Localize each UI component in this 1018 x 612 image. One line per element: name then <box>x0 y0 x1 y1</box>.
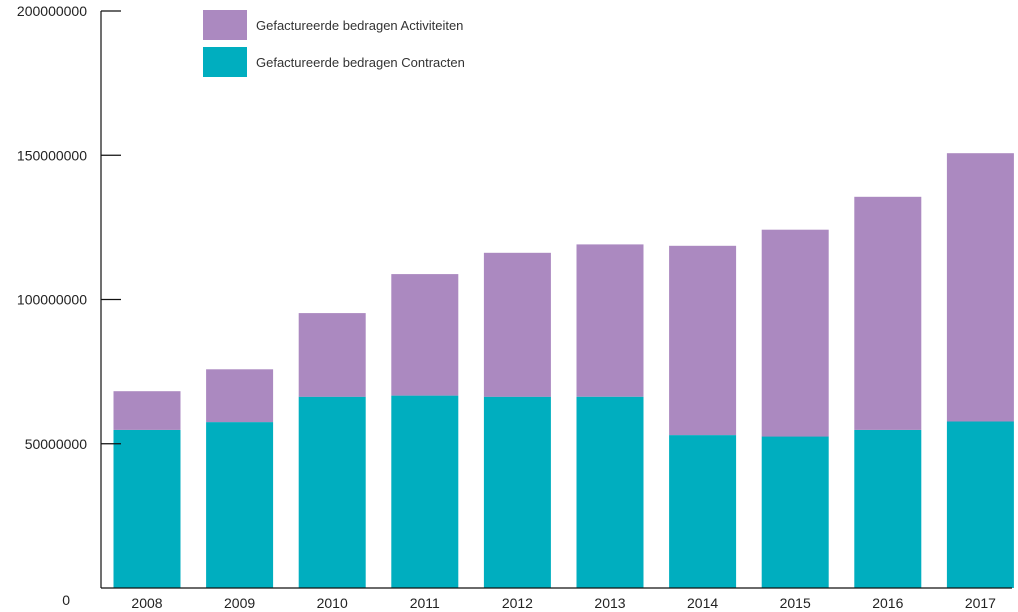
x-tick-label-2008: 2008 <box>131 595 162 611</box>
legend: Gefactureerde bedragen Activiteiten Gefa… <box>203 10 465 77</box>
bar-activiteiten-2014 <box>669 245 737 436</box>
legend-label-activiteiten: Gefactureerde bedragen Activiteiten <box>256 18 463 33</box>
legend-item-activiteiten: Gefactureerde bedragen Activiteiten <box>203 10 463 40</box>
y-tick-label-0: 0 <box>62 592 70 608</box>
bar-activiteiten-2015 <box>761 229 829 437</box>
bar-activiteiten-2017 <box>946 153 1014 422</box>
bar-contracten-2012 <box>483 396 551 588</box>
x-tick-label-2010: 2010 <box>317 595 348 611</box>
x-tick-label-2015: 2015 <box>780 595 811 611</box>
x-tick-label-2014: 2014 <box>687 595 718 611</box>
x-tick-label-2012: 2012 <box>502 595 533 611</box>
bars-layer <box>113 153 1014 588</box>
bar-contracten-2011 <box>391 395 459 588</box>
x-tick-labels: 2008 2009 2010 2011 2012 2013 2014 2015 2016 2017 <box>131 595 996 611</box>
y-tick-label-50000000: 50000000 <box>25 436 88 452</box>
bar-contracten-2016 <box>854 429 922 588</box>
bar-contracten-2009 <box>206 422 274 588</box>
y-tick-label-200000000: 200000000 <box>17 3 87 19</box>
bar-activiteiten-2013 <box>576 244 644 397</box>
legend-item-contracten: Gefactureerde bedragen Contracten <box>203 47 465 77</box>
bar-contracten-2008 <box>113 429 181 588</box>
legend-swatch-contracten <box>203 47 247 77</box>
bar-contracten-2010 <box>298 396 366 588</box>
bar-activiteiten-2016 <box>854 196 922 430</box>
bar-activiteiten-2011 <box>391 274 459 396</box>
bar-contracten-2015 <box>761 436 829 588</box>
bar-contracten-2014 <box>669 435 737 588</box>
y-tick-label-100000000: 100000000 <box>17 292 87 308</box>
x-tick-label-2017: 2017 <box>965 595 996 611</box>
x-tick-label-2009: 2009 <box>224 595 255 611</box>
legend-label-contracten: Gefactureerde bedragen Contracten <box>256 55 465 70</box>
bar-contracten-2017 <box>946 421 1014 588</box>
x-tick-label-2016: 2016 <box>872 595 903 611</box>
bar-activiteiten-2012 <box>483 252 551 397</box>
y-tick-label-150000000: 150000000 <box>17 147 87 163</box>
bar-activiteiten-2009 <box>206 369 274 423</box>
legend-swatch-activiteiten <box>203 10 247 40</box>
bar-contracten-2013 <box>576 396 644 588</box>
x-tick-label-2013: 2013 <box>594 595 625 611</box>
bar-activiteiten-2010 <box>298 313 366 397</box>
x-tick-label-2011: 2011 <box>410 595 440 611</box>
y-tick-labels: 0 50000000 100000000 150000000 200000000 <box>17 3 121 608</box>
bar-activiteiten-2008 <box>113 391 181 430</box>
